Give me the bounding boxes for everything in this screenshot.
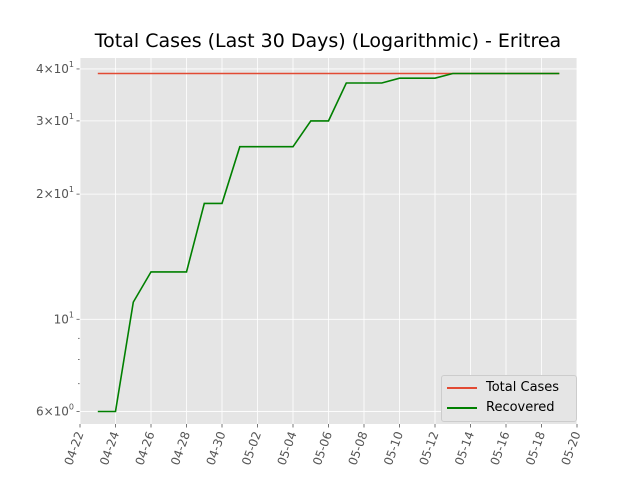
x-tick-label: 05-02 [239, 430, 264, 468]
y-tick-label: 3×101 [36, 112, 74, 128]
y-tick-label: 6×100 [36, 403, 74, 419]
x-tick-label: 05-06 [310, 430, 335, 468]
x-tick-label: 05-10 [381, 430, 406, 468]
x-tick-label: 05-08 [345, 430, 370, 468]
y-tick-label: 101 [54, 310, 74, 326]
legend-item-total-cases: Total Cases [442, 379, 578, 397]
legend: Total Cases Recovered [441, 375, 577, 422]
legend-label-total-cases: Total Cases [486, 380, 560, 395]
x-tick-label: 05-04 [274, 430, 299, 468]
y-tick-label: 2×101 [36, 185, 74, 201]
x-tick-label: 05-12 [416, 430, 441, 468]
x-tick-label: 04-24 [97, 430, 122, 468]
series-line-recovered [97, 72, 560, 413]
chart-title: Total Cases (Last 30 Days) (Logarithmic)… [94, 30, 562, 52]
y-tick-label: 4×101 [36, 60, 74, 76]
x-tick-label: 05-14 [452, 430, 477, 468]
x-tick-label: 05-20 [558, 430, 583, 468]
legend-label-recovered: Recovered [486, 400, 555, 415]
x-tick-label: 05-18 [523, 430, 548, 468]
x-tick-label: 04-28 [168, 430, 193, 468]
x-tick-label: 05-16 [487, 430, 512, 468]
legend-swatch-recovered [447, 407, 477, 409]
x-tick-label: 04-30 [203, 430, 228, 468]
x-tick-label: 04-26 [132, 430, 157, 468]
legend-swatch-total-cases [447, 387, 477, 389]
legend-item-recovered: Recovered [442, 399, 578, 417]
x-tick-label: 04-22 [61, 430, 86, 468]
